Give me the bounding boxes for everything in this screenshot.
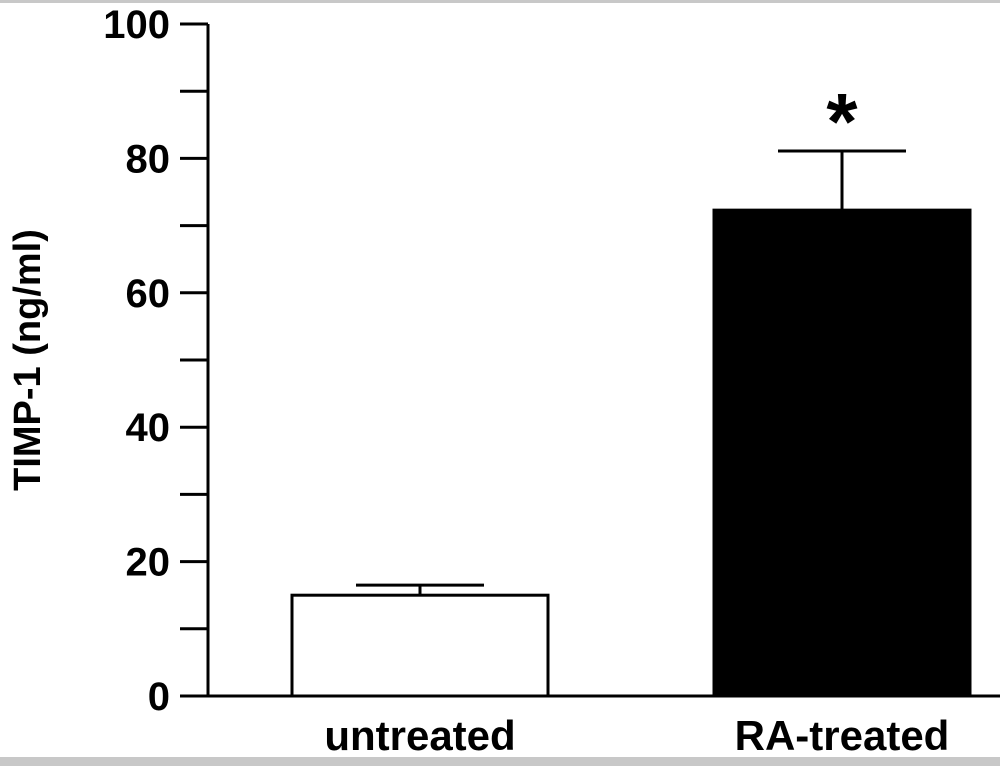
top-border <box>0 0 1000 3</box>
bar-RA-treated <box>712 208 972 698</box>
x-tick-label: untreated <box>324 712 515 759</box>
y-tick-label: 80 <box>126 137 171 181</box>
y-tick-label: 40 <box>126 406 171 450</box>
y-tick-label: 0 <box>148 675 170 719</box>
significance-asterisk: * <box>826 77 858 166</box>
bar-untreated <box>290 593 550 698</box>
x-tick-label: RA-treated <box>735 712 950 759</box>
y-tick-label: 20 <box>126 541 171 585</box>
y-tick-label: 100 <box>103 3 170 47</box>
y-axis-label: TIMP-1 (ng/ml) <box>7 229 49 491</box>
bottom-border <box>0 757 1000 766</box>
y-tick-label: 60 <box>126 272 171 316</box>
